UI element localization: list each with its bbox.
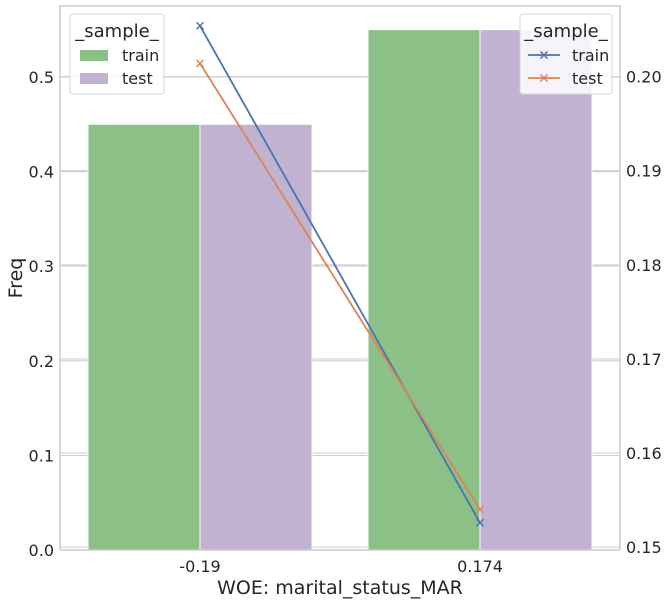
legend-label: train xyxy=(572,46,609,65)
bar-train xyxy=(367,29,481,551)
x-tick-label: -0.19 xyxy=(179,557,220,576)
y-axis-left-ticks: 0.0 0.1 0.2 0.3 0.4 0.5 xyxy=(29,68,54,560)
legend-title: _sample_ xyxy=(523,21,608,42)
x-axis-ticks: -0.19 0.174 xyxy=(179,557,503,576)
series-lines xyxy=(195,21,485,527)
legend-box xyxy=(519,13,613,95)
y-tick-label-left: 0.4 xyxy=(29,163,54,182)
point-test xyxy=(195,59,205,68)
y-tick-label-left: 0.2 xyxy=(29,352,54,371)
legend-marker-test xyxy=(539,73,549,83)
line-test xyxy=(199,62,481,511)
plot-frame xyxy=(59,5,621,551)
bars xyxy=(87,29,593,551)
line-train xyxy=(199,25,481,524)
bar-train xyxy=(87,123,201,551)
y-tick-label-right: 0.15 xyxy=(626,538,662,557)
y-axis-right-ticks: 0.15 0.16 0.17 0.18 0.19 0.20 xyxy=(626,68,662,558)
legend-label: test xyxy=(122,69,153,88)
legend-bars: _sample_train test xyxy=(69,13,165,95)
legend-title: _sample_ xyxy=(74,21,159,42)
y-tick-label-left: 0.0 xyxy=(29,541,54,560)
y-tick-label-left: 0.3 xyxy=(29,257,54,276)
point-train xyxy=(475,518,485,527)
legend-label: test xyxy=(572,69,603,88)
legend-marker-train xyxy=(539,50,549,60)
x-tick-label: 0.174 xyxy=(457,557,503,576)
y-tick-label-right: 0.20 xyxy=(626,68,662,87)
bar-test xyxy=(479,29,593,551)
legend-swatch-test xyxy=(80,73,108,84)
x-axis-title: WOE: marital_status_MAR xyxy=(217,577,463,599)
y-tick-label-right: 0.17 xyxy=(626,350,662,369)
point-train xyxy=(195,21,205,30)
legend-lines: _sample_train test xyxy=(519,13,613,95)
y-tick-label-right: 0.19 xyxy=(626,162,662,181)
legend-swatch-train xyxy=(80,50,108,61)
y-axis-title: Freq xyxy=(5,258,27,299)
legend-label: train xyxy=(122,46,159,65)
y-tick-label-left: 0.1 xyxy=(29,446,54,465)
y-tick-label-right: 0.16 xyxy=(626,444,662,463)
bar-test xyxy=(199,123,313,551)
y-tick-label-left: 0.5 xyxy=(29,68,54,87)
point-test xyxy=(475,505,485,514)
y-tick-label-right: 0.18 xyxy=(626,256,662,275)
